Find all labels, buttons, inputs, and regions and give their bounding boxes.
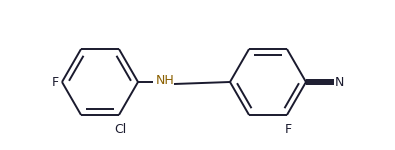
Text: Cl: Cl [114, 123, 126, 136]
Text: N: N [335, 75, 344, 88]
Text: F: F [284, 123, 292, 136]
Text: NH: NH [156, 75, 175, 87]
Text: F: F [52, 75, 59, 88]
